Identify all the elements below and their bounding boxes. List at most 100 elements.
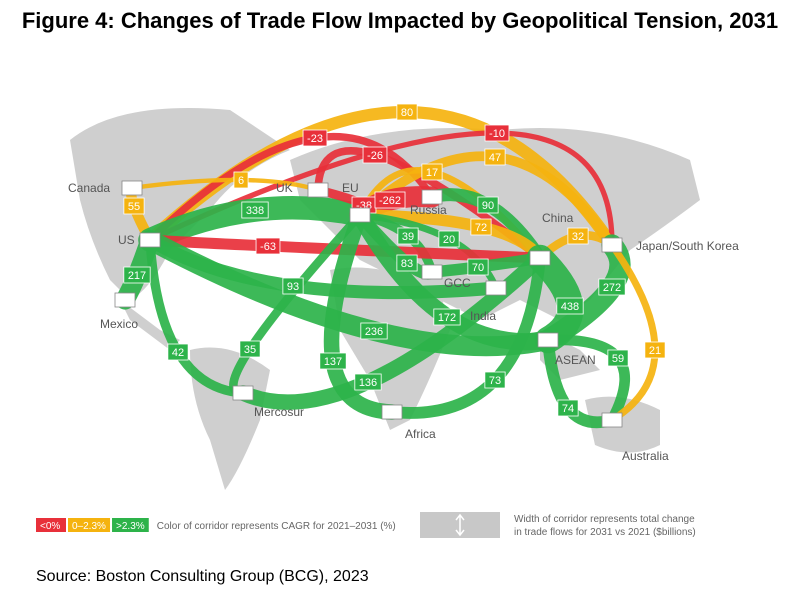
value-label: 59 xyxy=(612,353,624,365)
value-badge xyxy=(438,230,460,248)
source: Source: Boston Consulting Group (BCG), 2… xyxy=(36,568,369,585)
value-label: 272 xyxy=(603,282,621,294)
value-label: 83 xyxy=(401,258,413,270)
value-badge xyxy=(484,124,510,142)
region-label: China xyxy=(542,211,574,225)
region-label: UK xyxy=(276,181,293,195)
value-badge xyxy=(123,197,145,215)
legend-label: >2.3% xyxy=(116,521,145,532)
regions: Canada US Mexico UK EU Russia China Japan/South… xyxy=(68,180,739,463)
value-label: -63 xyxy=(260,241,276,253)
legend-swatch xyxy=(112,518,149,532)
legend-label: <0% xyxy=(40,521,60,532)
flag xyxy=(114,292,136,308)
value-badge xyxy=(360,322,388,340)
value-label: 17 xyxy=(426,167,438,179)
value-label: 80 xyxy=(401,107,413,119)
value-label: -26 xyxy=(367,150,383,162)
value-label: 172 xyxy=(438,312,456,324)
value-badge xyxy=(239,340,261,358)
legend-width-note: in trade flows for 2031 vs 2021 ($billio… xyxy=(514,527,696,538)
value-label: 136 xyxy=(359,377,377,389)
value-label: 438 xyxy=(561,301,579,313)
value-badge xyxy=(477,196,499,214)
value-badge xyxy=(556,297,584,315)
legend-color-note: Color of corridor represents CAGR for 20… xyxy=(157,521,396,532)
value-label: -23 xyxy=(307,133,323,145)
value-label: -10 xyxy=(489,128,505,140)
value-badge xyxy=(374,191,406,209)
flag xyxy=(349,207,371,223)
flag xyxy=(139,232,161,248)
flag xyxy=(381,404,403,420)
width-legend-arrow xyxy=(455,513,465,537)
value-label: 6 xyxy=(238,175,244,187)
value-badge xyxy=(282,277,304,295)
value-label: 42 xyxy=(172,347,184,359)
value-badge xyxy=(598,278,626,296)
flag xyxy=(529,250,551,266)
value-label: -262 xyxy=(379,195,401,207)
value-badge xyxy=(255,237,281,255)
value-label: 137 xyxy=(324,356,342,368)
title: Figure 4: Changes of Trade Flow Impacted… xyxy=(21,8,779,33)
legend-width-note: Width of corridor represents total chang… xyxy=(514,514,695,525)
value-badge xyxy=(397,227,419,245)
value-badge xyxy=(484,148,506,166)
value-badge xyxy=(319,352,347,370)
flag xyxy=(232,385,254,401)
region-label: Mexico xyxy=(100,317,138,331)
flag xyxy=(485,280,507,296)
legend-label: 0–2.3% xyxy=(72,521,106,532)
value-badge xyxy=(484,371,506,389)
value-badge xyxy=(396,103,418,121)
value-label: 72 xyxy=(475,222,487,234)
value-label: 21 xyxy=(649,345,661,357)
flag xyxy=(601,237,623,253)
value-badge xyxy=(123,266,151,284)
flag xyxy=(121,180,143,196)
value-badge xyxy=(644,341,666,359)
region-label: ASEAN xyxy=(555,353,596,367)
region-label: Australia xyxy=(622,449,669,463)
region-label: EU xyxy=(342,181,359,195)
value-badge xyxy=(470,218,492,236)
flag xyxy=(537,332,559,348)
value-badge xyxy=(396,254,418,272)
value-label: 20 xyxy=(443,234,455,246)
value-badge xyxy=(167,343,189,361)
value-badge xyxy=(233,171,249,189)
value-badge xyxy=(354,373,382,391)
value-label: 32 xyxy=(572,231,584,243)
value-label: 73 xyxy=(489,375,501,387)
value-label: 35 xyxy=(244,344,256,356)
value-badge xyxy=(421,163,443,181)
legend-swatch xyxy=(36,518,66,532)
flag xyxy=(421,189,443,205)
region-label: Japan/South Korea xyxy=(636,239,739,253)
region-label: Canada xyxy=(68,181,110,195)
value-badge xyxy=(433,308,461,326)
value-label: 70 xyxy=(472,262,484,274)
region-label: GCC xyxy=(444,276,471,290)
value-label: 39 xyxy=(402,231,414,243)
value-badge xyxy=(557,399,579,417)
value-label: 236 xyxy=(365,326,383,338)
value-badge xyxy=(607,349,629,367)
flag xyxy=(601,412,623,428)
legend-swatch xyxy=(68,518,111,532)
region-label: Africa xyxy=(405,427,436,441)
value-badge xyxy=(362,146,388,164)
value-badge xyxy=(241,201,269,219)
value-label: 217 xyxy=(128,270,146,282)
region-label: Mercosur xyxy=(254,405,304,419)
flag xyxy=(421,264,443,280)
value-label: 93 xyxy=(287,281,299,293)
value-badge xyxy=(302,129,328,147)
value-label: 90 xyxy=(482,200,494,212)
value-label: 55 xyxy=(128,201,140,213)
value-label: 47 xyxy=(489,152,501,164)
value-label: 338 xyxy=(246,205,264,217)
